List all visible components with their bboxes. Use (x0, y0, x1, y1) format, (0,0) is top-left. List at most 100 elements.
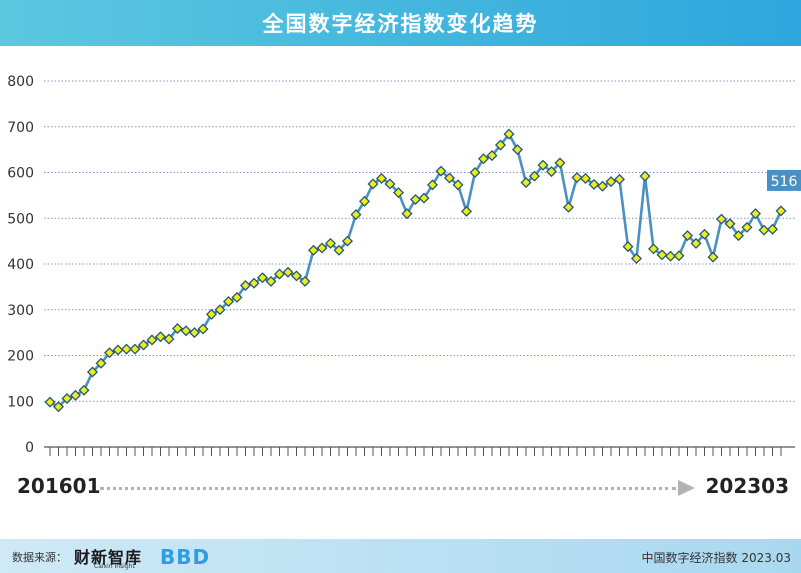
data-point (171, 322, 184, 335)
data-point (664, 250, 677, 262)
y-tick-label: 300 (7, 303, 34, 319)
data-point (316, 242, 328, 254)
data-point (333, 244, 345, 256)
y-tick-label: 600 (7, 166, 34, 182)
data-point (690, 237, 702, 249)
timeline-dotted-line (100, 487, 676, 490)
data-point (299, 275, 311, 287)
data-point (545, 166, 558, 178)
footer-bar: 数据来源： 财新智库 Caixin Insight BBD 中国数字经济指数 2… (0, 539, 801, 573)
data-point (358, 195, 371, 207)
data-point (562, 201, 575, 213)
caixin-logo-sub: Caixin Insight (94, 563, 135, 570)
data-point (367, 178, 379, 190)
y-tick-label: 100 (7, 394, 34, 410)
data-point (324, 237, 337, 249)
data-point (409, 193, 422, 206)
data-point (460, 205, 473, 217)
data-point (698, 228, 711, 240)
data-point (188, 327, 201, 339)
data-point (605, 176, 617, 188)
data-point (248, 277, 260, 289)
timeline-arrow-icon (678, 480, 695, 496)
data-point (579, 172, 592, 184)
data-point (749, 208, 762, 220)
data-point (214, 304, 226, 316)
data-point (61, 392, 73, 405)
data-point (443, 172, 456, 184)
data-point (86, 366, 99, 378)
data-point (554, 157, 566, 169)
last-value-badge (767, 169, 801, 191)
data-point (503, 128, 515, 140)
data-point (112, 344, 124, 356)
data-point (613, 173, 626, 185)
data-point (282, 266, 294, 278)
data-point (120, 343, 133, 355)
data-point (469, 166, 481, 179)
data-point (256, 272, 269, 284)
y-tick-label: 200 (7, 349, 34, 365)
data-point (265, 275, 277, 287)
data-point (392, 187, 405, 199)
data-point (222, 295, 235, 308)
data-point (180, 325, 192, 337)
data-point (69, 389, 82, 401)
y-tick-label: 400 (7, 257, 34, 273)
data-point (537, 159, 549, 171)
data-point (273, 268, 286, 280)
data-point (494, 139, 507, 151)
data-point (146, 334, 158, 346)
data-point (673, 250, 685, 262)
data-point (571, 172, 583, 184)
data-point (197, 323, 209, 335)
data-point (477, 153, 490, 165)
data-point (163, 333, 175, 345)
footer-note: 中国数字经济指数 2023.03 (641, 551, 791, 565)
data-point (630, 252, 643, 265)
data-point (95, 357, 107, 369)
data-point (741, 221, 753, 233)
data-point (681, 230, 694, 242)
data-point (290, 270, 303, 282)
range-end-label: 202303 (705, 474, 790, 498)
range-start-label: 201601 (17, 474, 101, 498)
data-point (715, 213, 728, 225)
data-point (452, 179, 464, 191)
data-point (758, 224, 770, 236)
data-point (239, 279, 252, 292)
data-point (528, 170, 541, 182)
data-point (205, 308, 218, 320)
line-chart: 0 100 200 300 400 500 600 700 800 516 (7, 74, 801, 456)
y-tick-label: 500 (7, 211, 34, 227)
data-point (520, 177, 532, 189)
series-line (49, 132, 783, 409)
data-point (766, 223, 779, 235)
data-point (435, 165, 447, 177)
data-point (154, 331, 167, 343)
data-point (596, 180, 609, 192)
data-point (426, 179, 439, 191)
data-point (486, 150, 498, 162)
data-point (350, 209, 362, 221)
data-point (137, 339, 150, 351)
data-point (732, 230, 745, 242)
data-point (724, 218, 736, 230)
data-point (639, 170, 651, 182)
y-tick-label: 800 (7, 74, 34, 90)
chart-header: 全国数字经济指数变化趋势 (0, 0, 801, 46)
data-point (44, 396, 56, 408)
data-point (307, 244, 320, 256)
data-point (78, 384, 90, 396)
data-point (341, 235, 354, 247)
data-point (511, 144, 524, 156)
bbd-logo: BBD (160, 545, 211, 569)
data-point (401, 208, 413, 220)
data-point (588, 178, 600, 190)
data-point (647, 243, 660, 255)
source-label: 数据来源： (12, 551, 67, 564)
chart-title: 全国数字经济指数变化趋势 (262, 12, 539, 36)
last-value-label: 516 (771, 174, 798, 190)
y-tick-label: 0 (25, 440, 34, 456)
data-point (656, 249, 668, 261)
